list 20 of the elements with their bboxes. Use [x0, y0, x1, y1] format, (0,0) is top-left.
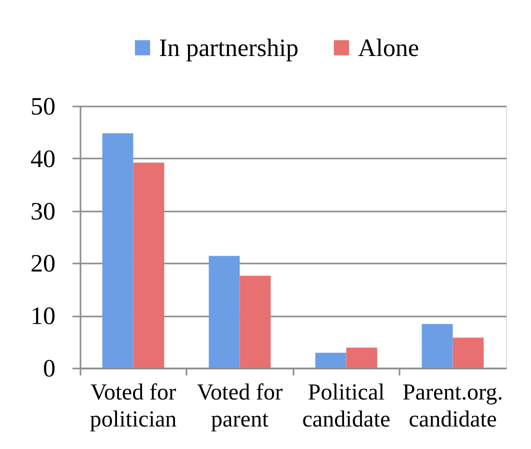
x-tick-label: Voted for politician: [90, 380, 178, 432]
bar: [133, 162, 164, 368]
bar: [208, 256, 240, 368]
y-tick-label: 30: [30, 198, 56, 226]
y-tick-label: 10: [30, 303, 56, 330]
x-tick-label: Political candidate: [302, 380, 390, 432]
y-tick-label: 40: [30, 146, 56, 173]
bar: [422, 324, 453, 368]
y-tick-label: 50: [30, 94, 56, 120]
legend-label: In partnership: [159, 34, 299, 62]
bar: [315, 352, 346, 368]
bar: [346, 348, 378, 368]
x-tick-label: Voted for parent: [196, 380, 283, 432]
bar: [452, 338, 484, 368]
y-tick-label: 20: [30, 250, 56, 278]
x-tick-label: Parent.org. candidate: [402, 380, 504, 432]
bar: [102, 133, 134, 368]
legend-label: Alone: [358, 34, 420, 62]
bar: [240, 276, 271, 368]
y-tick-label: 0: [43, 356, 56, 382]
